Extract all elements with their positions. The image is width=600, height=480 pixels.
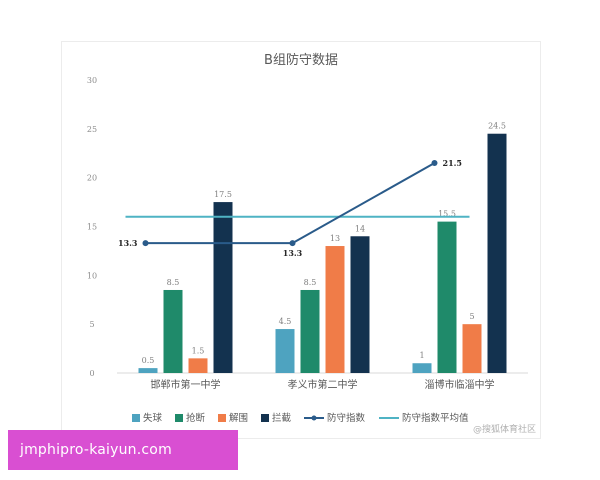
bar-1 <box>138 368 158 373</box>
bar-data-label: 15.5 <box>438 210 456 219</box>
legend: 失球 抢断 解围 拦截 防守指数 防守指数平均值 <box>132 412 469 424</box>
legend-label: 防守指数 <box>327 412 366 424</box>
bar-data-label: 8.5 <box>304 278 317 287</box>
category-labels: 邯郸市第一中学 孝义市第二中学 淄博市临淄中学 <box>151 378 495 391</box>
y-tick-label: 25 <box>87 125 97 134</box>
bar-4 <box>350 236 370 373</box>
chart-title: B组防守数据 <box>264 52 338 68</box>
line-group: 13.3 13.3 21.5 <box>118 158 470 258</box>
bar-group: 0.5 8.5 1.5 17.5 4.5 8.5 13 14 1 15.5 5 24.5 <box>138 122 507 373</box>
index-data-label: 21.5 <box>443 158 462 168</box>
y-tick-label: 10 <box>87 271 97 280</box>
bar-data-label: 8.5 <box>167 278 180 287</box>
legend-label: 失球 <box>143 412 163 424</box>
index-data-label: 13.3 <box>118 238 138 248</box>
legend-label: 抢断 <box>186 412 206 424</box>
bar-1 <box>412 363 432 373</box>
y-tick-label: 5 <box>89 320 94 329</box>
legend-swatch <box>175 414 183 422</box>
bar-data-label: 1 <box>419 351 424 360</box>
bar-3 <box>188 358 208 373</box>
y-tick-label: 30 <box>87 76 97 85</box>
bar-3 <box>462 324 482 373</box>
index-point <box>431 160 438 167</box>
legend-marker <box>311 415 317 421</box>
index-point <box>289 240 296 247</box>
y-tick-label: 15 <box>87 223 97 232</box>
legend-swatch <box>132 414 140 422</box>
legend-swatch <box>218 414 226 422</box>
index-line <box>145 162 435 245</box>
bar-data-label: 4.5 <box>279 317 292 326</box>
legend-label: 防守指数平均值 <box>402 412 469 424</box>
bar-4 <box>213 202 233 373</box>
category-label: 孝义市第二中学 <box>288 378 358 391</box>
legend-swatch <box>261 414 269 422</box>
bar-data-label: 13 <box>330 234 340 243</box>
bar-data-label: 17.5 <box>214 190 232 199</box>
promo-banner-text[interactable]: jmphipro-kaiyun.com <box>20 442 172 458</box>
bar-data-label: 24.5 <box>488 122 506 131</box>
bar-3 <box>325 246 345 373</box>
bar-data-label: 14 <box>355 224 365 233</box>
chart-card: B组防守数据 0 5 10 15 20 25 30 0.5 8.5 1.5 17.5 4.5 8.5 1… <box>62 42 540 438</box>
bar-2 <box>437 221 457 373</box>
legend-label: 解围 <box>229 412 248 424</box>
promo-banner[interactable]: jmphipro-kaiyun.com <box>8 430 238 470</box>
bar-2 <box>163 289 183 373</box>
bar-data-label: 0.5 <box>142 356 155 365</box>
y-tick-label: 0 <box>89 369 94 378</box>
y-tick-label: 20 <box>87 174 97 183</box>
watermark: @搜狐体育社区 <box>473 423 536 435</box>
index-point <box>142 240 149 247</box>
legend-label: 拦截 <box>272 412 292 424</box>
category-label: 淄博市临淄中学 <box>425 378 495 391</box>
category-label: 邯郸市第一中学 <box>151 378 221 391</box>
index-data-label: 13.3 <box>283 248 303 258</box>
bar-2 <box>300 289 320 373</box>
bar-data-label: 1.5 <box>192 346 205 355</box>
y-axis: 0 5 10 15 20 25 30 <box>87 76 97 378</box>
bar-data-label: 5 <box>469 312 474 321</box>
bar-4 <box>487 133 507 373</box>
bar-1 <box>275 329 295 373</box>
